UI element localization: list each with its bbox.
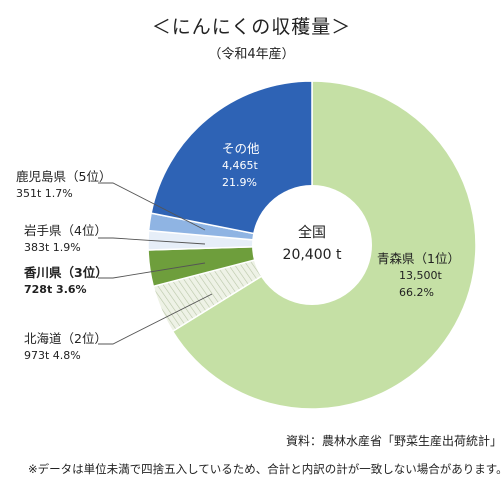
label-other: その他 4,465t 21.9% [222,140,260,191]
label-aomori: 青森県（1位） 13,500t 66.2% [377,250,460,301]
other-pct: 21.9% [222,176,257,189]
aomori-name: 青森県（1位） [377,251,460,266]
iwate-name: 岩手県（4位） [24,223,107,238]
label-kagoshima: 鹿児島県（5位） 351t 1.7% [16,168,111,202]
kagawa-name: 香川県（3位） [24,265,108,280]
kagoshima-line2: 351t 1.7% [16,187,73,200]
leader-line-kagawa [98,262,206,279]
label-hokkaido: 北海道（2位） 973t 4.8% [24,330,107,364]
footnote: ※データは単位未満で四捨五入しているため、合計と内訳の計が一致しない場合がありま… [28,462,503,476]
iwate-line2: 383t 1.9% [24,241,81,254]
leader-line-kagoshima [98,182,206,231]
hokkaido-line2: 973t 4.8% [24,349,81,362]
other-value: 4,465t [222,159,258,172]
source-note: 資料：農林水産省「野菜生産出荷統計」 [286,434,503,448]
label-iwate: 岩手県（4位） 383t 1.9% [24,222,107,256]
chart-subtitle: （令和4年産） [208,47,295,62]
donut-hole [252,185,372,305]
center-total-label: 全国 [298,225,326,241]
aomori-pct: 66.2% [399,286,434,299]
kagawa-line2: 728t 3.6% [24,283,87,296]
leader-line-hokkaido [98,293,213,345]
hokkaido-name: 北海道（2位） [24,331,107,346]
label-kagawa: 香川県（3位） 728t 3.6% [24,264,108,298]
chart-title: ＜にんにくの収穫量＞ [151,16,352,38]
kagoshima-name: 鹿児島県（5位） [16,169,112,184]
other-name: その他 [222,141,260,156]
aomori-value: 13,500t [399,269,442,282]
center-total-value: 20,400 t [282,247,342,263]
center-label: 全国 20,400 t [262,222,362,266]
leader-line-iwate [98,237,206,245]
